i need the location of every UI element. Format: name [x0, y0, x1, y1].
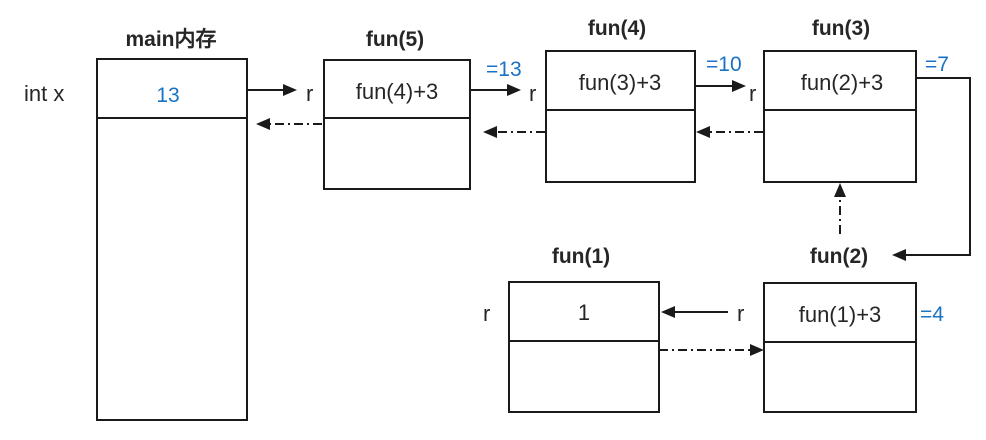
fun1-box: [508, 281, 660, 413]
frame-fun1: fun(1) 1 r: [483, 245, 660, 413]
fun2-box: [763, 282, 917, 413]
main-x-value: 13: [156, 84, 179, 107]
fun3-result: =7: [925, 53, 949, 76]
frame-fun4: fun(4) fun(3)+3 r =10: [529, 17, 742, 183]
return-arrow-fun4-to-fun5: [483, 126, 545, 138]
int-x-label: int x: [24, 81, 64, 106]
fun5-title: fun(5): [366, 28, 424, 51]
fun1-title: fun(1): [552, 245, 610, 268]
fun5-param: r: [306, 81, 313, 106]
fun2-result: =4: [920, 303, 944, 326]
fun5-box: [323, 59, 471, 190]
fun2-param: r: [737, 301, 744, 326]
return-arrow-fun3-to-fun4: [696, 126, 763, 138]
fun3-expr: fun(2)+3: [801, 70, 884, 95]
main-memory: main内存 int x 13: [24, 27, 248, 421]
return-arrow-fun5-to-main: [256, 118, 322, 130]
frame-fun5: fun(5) fun(4)+3 r =13: [306, 28, 522, 190]
fun1-param: r: [483, 301, 490, 326]
call-arrow-fun3-to-fun2: [892, 77, 971, 261]
fun4-expr: fun(3)+3: [579, 70, 662, 95]
return-arrow-fun1-to-fun2: [659, 344, 764, 356]
fun4-result: =10: [706, 53, 742, 76]
return-arrow-fun2-to-fun3: [834, 183, 846, 234]
fun4-title: fun(4): [588, 17, 646, 40]
fun5-expr: fun(4)+3: [356, 79, 439, 104]
frame-fun3: fun(3) fun(2)+3 r =7: [749, 17, 949, 183]
fun3-title: fun(3): [812, 17, 870, 40]
call-arrow-fun2-to-fun1: [661, 306, 728, 318]
main-memory-title: main内存: [125, 27, 216, 51]
fun4-param: r: [529, 81, 536, 106]
fun2-expr: fun(1)+3: [799, 302, 882, 327]
fun3-param: r: [749, 81, 756, 106]
call-arrow-main-to-fun5: [248, 84, 297, 96]
fun1-expr: 1: [578, 300, 590, 325]
fun4-box: [545, 50, 696, 183]
frame-fun2: fun(2) fun(1)+3 r =4: [737, 245, 944, 413]
main-memory-box: [96, 58, 248, 421]
fun3-box: [763, 50, 917, 183]
fun5-result: =13: [486, 58, 522, 81]
call-arrow-fun5-to-fun4: [470, 84, 521, 96]
fun2-title: fun(2): [810, 245, 868, 268]
call-arrow-fun4-to-fun3: [695, 80, 746, 92]
